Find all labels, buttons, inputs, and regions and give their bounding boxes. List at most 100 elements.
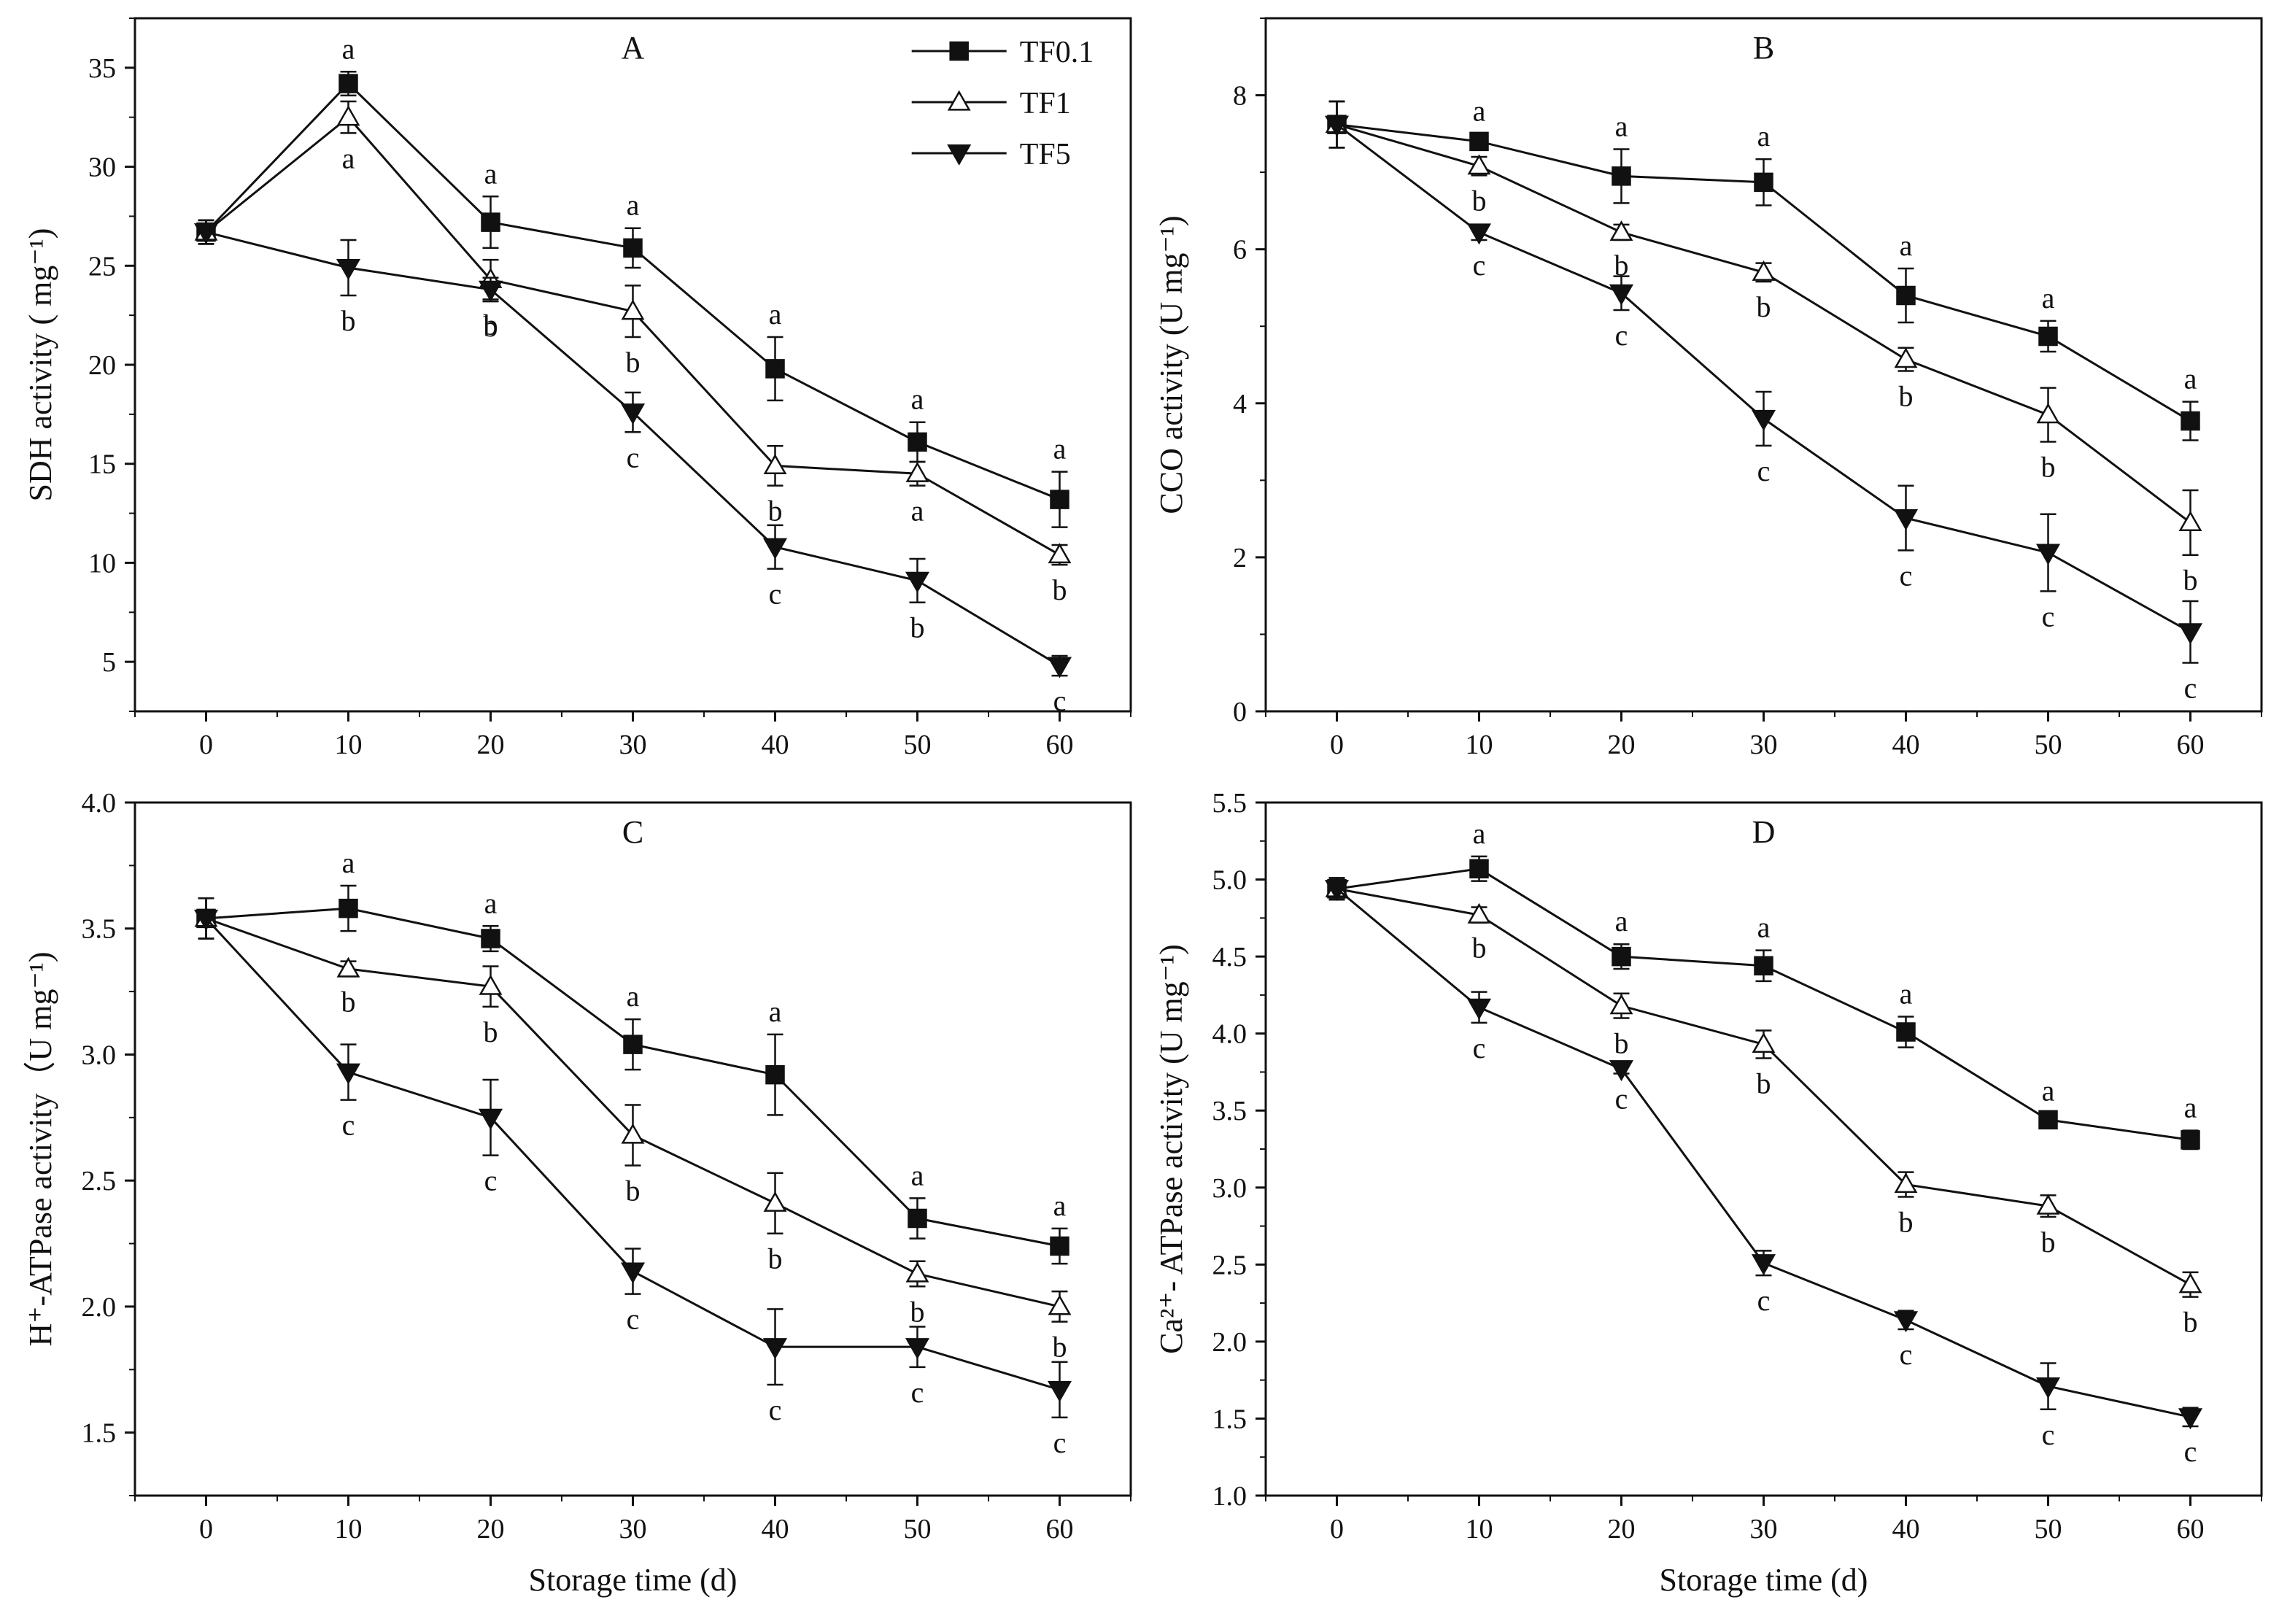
- panel-a-tf1-significance-label: a: [911, 495, 924, 527]
- panel-c-tf01-point: [1050, 1236, 1069, 1256]
- panel-a-tf01-point: [623, 238, 643, 258]
- panel-c-tf01-point: [765, 1064, 785, 1085]
- panel-c-tf5-significance-label: c: [484, 1164, 498, 1197]
- panel-d-x-tick-label: 50: [2035, 1514, 2062, 1544]
- panel-b-tf1-point: [1609, 220, 1633, 241]
- panel-d-y-tick-label: 1.0: [1212, 1481, 1247, 1512]
- panel-d-tf1-significance-label: b: [2183, 1306, 2198, 1339]
- panel-c-tf01-significance-label: a: [911, 1159, 924, 1191]
- panel-c-tf1-point: [621, 1123, 645, 1144]
- panel-d-tf5-point: [2035, 1377, 2061, 1399]
- panel-b-tf01-point: [1754, 172, 1773, 193]
- panel-a-tf1-significance-label: b: [1053, 573, 1067, 606]
- panel-d-y-tick-label: 5.5: [1212, 788, 1247, 819]
- panel-c-tf1-significance-label: b: [1053, 1331, 1067, 1364]
- panel-c-x-axis-title: Storage time (d): [529, 1562, 738, 1598]
- panel-a-tf5-point: [620, 403, 646, 425]
- panel-d-x-tick-label: 0: [1330, 1514, 1344, 1544]
- panel-a-tf5-point: [193, 223, 219, 245]
- panel-b-tf5-point: [1893, 509, 1919, 530]
- panel-d-y-tick-label: 5.0: [1212, 865, 1247, 896]
- panel-c-x-tick-label: 0: [199, 1514, 213, 1544]
- panel-c-tf5-significance-label: c: [627, 1303, 640, 1336]
- legend-marker-open-triangle: [947, 90, 971, 111]
- panel-a-tf5-significance-label: b: [484, 310, 498, 343]
- panel-a-tf01-significance-label: a: [769, 298, 782, 330]
- panel-d-x-tick-label: 40: [1892, 1514, 1920, 1544]
- panel-c-tf5-point: [478, 1108, 503, 1130]
- panel-a-y-axis-title: SDH activity ( mg⁻¹): [23, 228, 58, 502]
- panel-c-tf5-significance-label: c: [342, 1109, 355, 1142]
- panel-d-tf1-significance-label: b: [1899, 1205, 1914, 1238]
- panel-b-tf5-significance-label: c: [2042, 600, 2055, 633]
- legend-label-tf5: TF5: [1020, 138, 1071, 171]
- panel-a-tf01-significance-label: a: [911, 383, 924, 416]
- panel-c-y-axis-title: H⁺-ATPase activity（U mg⁻¹): [23, 951, 58, 1346]
- panel-b-x-tick-label: 30: [1750, 730, 1778, 760]
- panel-c-y-tick-label: 3.5: [82, 914, 117, 945]
- panel-d-y-tick-label: 3.0: [1212, 1173, 1247, 1204]
- panel-a-x-tick-label: 30: [619, 730, 647, 760]
- panel-b-tf01-point: [2181, 411, 2200, 431]
- panel-c-ticks: 0 10 20 30 40 50 60 1.5 2.0 2.5 3.0 3.5 4.0: [82, 788, 1131, 1544]
- panel-a-tf1-point: [1048, 543, 1072, 564]
- legend-label-tf1: TF1: [1020, 87, 1071, 120]
- panel-a-title: A: [622, 30, 645, 66]
- panel-c-tf5-point: [762, 1338, 788, 1360]
- panel-b-tf1-point: [2178, 511, 2202, 531]
- panel-d-tf01-point: [1612, 946, 1631, 967]
- panel-d-tf1-significance-label: b: [1472, 932, 1487, 964]
- panel-b-y-tick-label: 8: [1233, 81, 1247, 112]
- panel-a-tf01-point: [765, 359, 785, 379]
- panel-a-tf1-significance-label: b: [484, 308, 498, 341]
- panel-d-y-tick-label: 2.5: [1212, 1250, 1247, 1280]
- panel-b-x-tick-label: 50: [2035, 730, 2062, 760]
- panel-d-tf01-point: [1754, 956, 1773, 976]
- legend-item-tf01: TF0.1: [911, 36, 1094, 69]
- panel-c-series: a a a a a a b b b b b b c c c c c c: [193, 846, 1072, 1459]
- panel-d-tf01-significance-label: a: [1757, 911, 1771, 944]
- panel-c-tf5-point: [620, 1262, 646, 1284]
- panel-b-tf01-significance-label: a: [1473, 94, 1486, 127]
- panel-b-tf1-point: [1467, 154, 1491, 175]
- panel-d-tf1-point: [1467, 902, 1491, 924]
- panel-d-y-tick-label: 4.5: [1212, 942, 1247, 973]
- panel-c-tf01-point: [908, 1208, 927, 1229]
- panel-b-title: B: [1753, 30, 1774, 66]
- panel-d-tf1-significance-label: b: [1757, 1067, 1771, 1099]
- legend: TF0.1 TF1 TF5: [911, 36, 1094, 171]
- panel-b-tf01-significance-label: a: [2184, 363, 2197, 395]
- panel-c-tf01-point: [338, 898, 358, 919]
- panel-b-tf01-point: [2038, 326, 2058, 347]
- panel-d-y-tick-label: 1.5: [1212, 1404, 1247, 1434]
- panel-c-tf1-point: [479, 974, 503, 995]
- panel-a-x-tick-label: 50: [904, 730, 932, 760]
- panel-b-y-tick-label: 6: [1233, 235, 1247, 266]
- panel-d-tf1-point: [2178, 1272, 2202, 1294]
- panel-a-tf5-significance-label: b: [910, 611, 925, 644]
- panel-d-tf5-point: [1324, 880, 1350, 902]
- panel-a-tf5-point: [1047, 657, 1072, 678]
- panel-c-y-tick-label: 3.0: [82, 1040, 117, 1070]
- panel-b-tf5-significance-label: c: [1900, 559, 1913, 592]
- panel-d-tf5-significance-label: c: [2042, 1418, 2055, 1451]
- panel-c-tf1-significance-label: b: [910, 1295, 925, 1328]
- panel-b-tf5-point: [1324, 115, 1350, 137]
- panel-d-y-tick-label: 4.0: [1212, 1019, 1247, 1050]
- panel-c: 0 10 20 30 40 50 60 1.5 2.0 2.5 3.0 3.5 4.0 a a a a a a b b…: [23, 788, 1132, 1598]
- panel-d-tf5-point: [1609, 1060, 1634, 1082]
- panel-d-y-axis-title: Ca²⁺- ATPase activity (U mg⁻¹): [1153, 944, 1189, 1354]
- panel-a-y-tick-label: 15: [88, 449, 116, 480]
- panel-d-ticks: 0 10 20 30 40 50 60 1.0 1.5 2.0 2.5 3.0 3.5 4.0 4.5 5.0…: [1212, 788, 2262, 1544]
- panel-d-tf01-point: [2038, 1110, 2058, 1130]
- panel-c-tf01-point: [623, 1035, 643, 1054]
- panel-a-y-tick-label: 5: [102, 647, 116, 678]
- panel-c-x-tick-label: 40: [762, 1514, 789, 1544]
- panel-d-x-tick-label: 30: [1750, 1514, 1778, 1544]
- panel-a-x-tick-label: 20: [477, 730, 505, 760]
- panel-c-tf01-significance-label: a: [769, 995, 782, 1028]
- panel-c-tf1-point: [905, 1261, 929, 1283]
- panel-b-tf1-significance-label: b: [1472, 184, 1487, 217]
